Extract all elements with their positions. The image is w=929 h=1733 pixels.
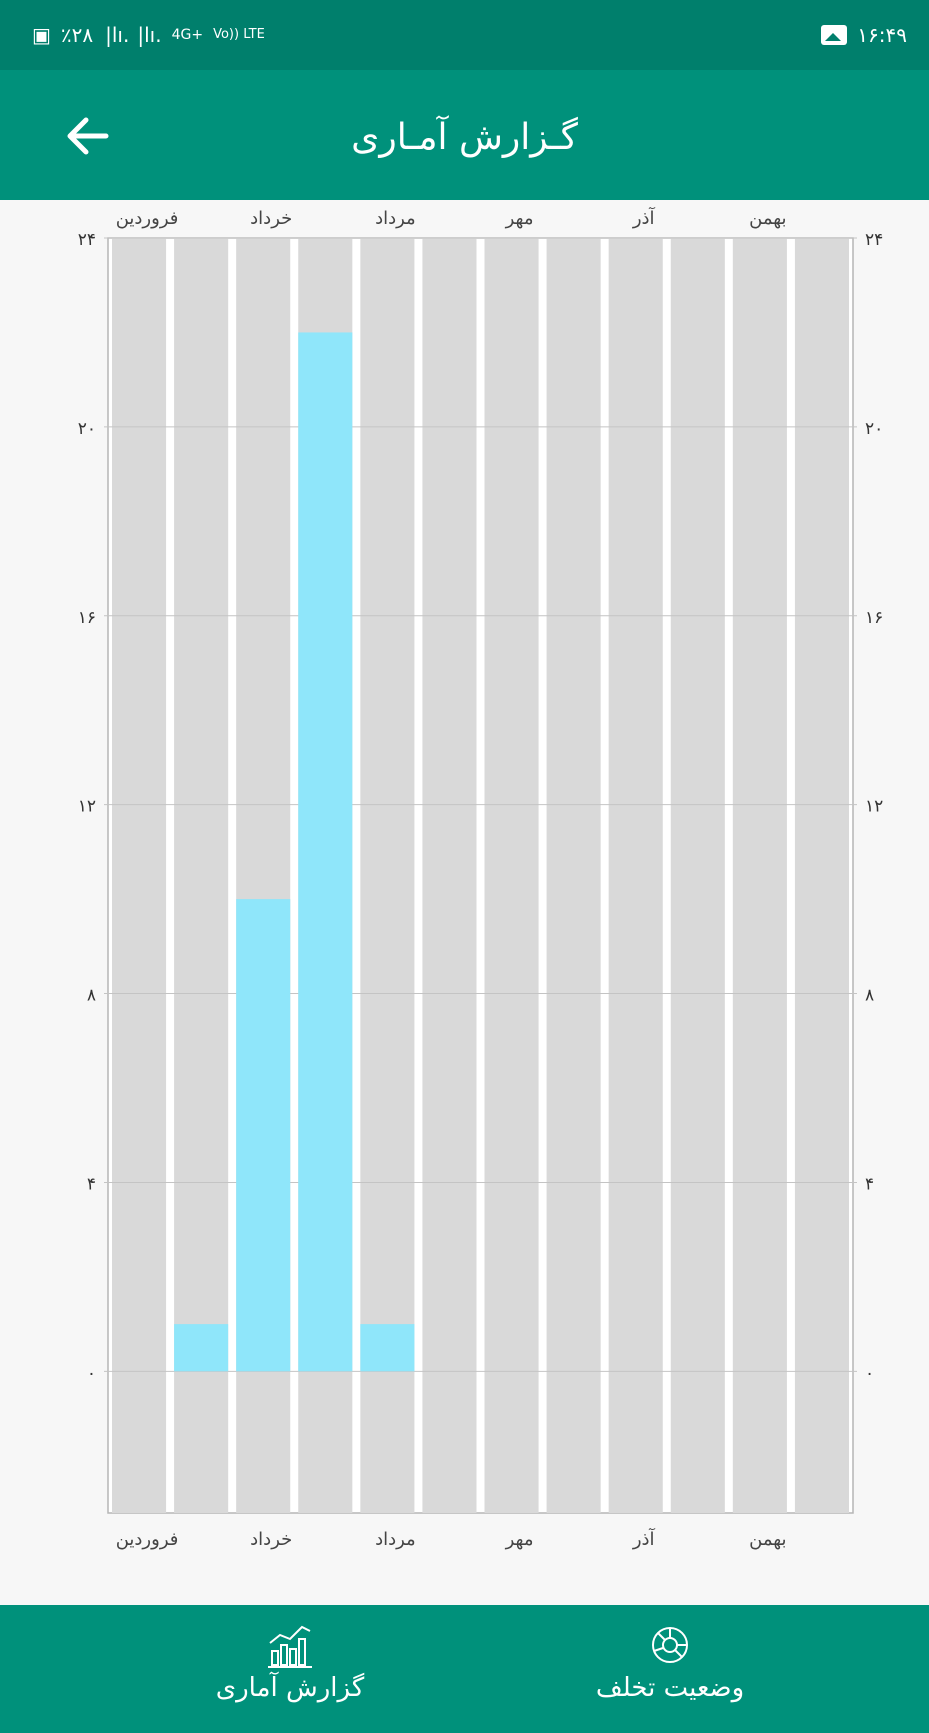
gallery-icon — [821, 25, 848, 45]
page-title: گـزارش آمـاری — [351, 117, 578, 158]
chart-area: ۰ ۰ ۴ ۴ ۸ ۸ ۱۲ ۱۲ ۱۶ ۱۶ ۲۰ ۲۰ ۲۴ ۲۴ فروردین فروردین خردا… — [0, 200, 929, 1605]
nav-item-label: گزارش آماری — [215, 1673, 365, 1703]
column-background — [546, 238, 601, 1513]
sim-icon: ▣ — [32, 23, 51, 47]
bar-chart-icon — [268, 1625, 312, 1668]
back-button[interactable] — [58, 106, 118, 166]
y-tick-label: ۰ — [865, 1363, 874, 1383]
app-bar: گـزارش آمـاری — [0, 70, 929, 200]
volte-indicator: Vo)) LTE — [213, 27, 265, 42]
y-tick-label: ۱۶ — [78, 608, 96, 628]
plot-area — [107, 237, 854, 1514]
bar — [174, 1324, 229, 1372]
x-tick-label: مرداد — [375, 1529, 416, 1550]
column-background — [112, 238, 167, 1513]
status-right: ۱۶:۴۹ — [821, 0, 907, 70]
y-tick-label: ۱۲ — [78, 797, 96, 817]
x-tick-label: آذر — [632, 1527, 656, 1550]
y-tick-label: ۲۰ — [78, 419, 96, 439]
y-tick-label: ۴ — [865, 1174, 874, 1194]
x-tick-label: مرداد — [375, 208, 416, 229]
x-tick-label: مهر — [505, 208, 534, 229]
signal-strength-1: |lı. — [105, 23, 130, 47]
bottom-nav: گزارش آماری وضعیت تخلف — [0, 1605, 929, 1733]
column-background — [732, 238, 787, 1513]
column-background — [174, 238, 229, 1513]
column-background — [608, 238, 663, 1513]
column-background — [794, 238, 849, 1513]
y-tick-label: ۲۴ — [78, 230, 96, 250]
battery-level: ٪۲۸ — [60, 23, 94, 47]
x-tick-label: فروردین — [116, 208, 179, 229]
y-tick-label: ۴ — [87, 1174, 96, 1194]
status-left: ▣ ٪۲۸ |lı. |lı. 4G+ Vo)) LTE — [32, 0, 265, 70]
status-time: ۱۶:۴۹ — [857, 23, 907, 47]
column-background — [422, 238, 477, 1513]
status-bar: ▣ ٪۲۸ |lı. |lı. 4G+ Vo)) LTE ۱۶:۴۹ — [0, 0, 929, 70]
bar — [298, 332, 353, 1372]
y-tick-label: ۰ — [87, 1363, 96, 1383]
x-tick-label: خرداد — [250, 1529, 292, 1550]
y-tick-label: ۸ — [865, 986, 874, 1006]
bar — [360, 1324, 415, 1372]
x-tick-label: فروردین — [116, 1529, 179, 1550]
nav-item-statistical-report[interactable]: گزارش آماری — [140, 1605, 440, 1733]
pie-chart-icon — [652, 1627, 688, 1663]
nav-item-label: وضعیت تخلف — [595, 1673, 745, 1703]
x-tick-label: بهمن — [749, 1529, 786, 1550]
y-tick-label: ۱۶ — [865, 608, 883, 628]
column-background — [484, 238, 539, 1513]
x-tick-label: خرداد — [250, 208, 292, 229]
y-tick-label: ۲۰ — [865, 419, 883, 439]
signal-strength-2: |lı. — [137, 23, 162, 47]
x-tick-label: آذر — [632, 206, 656, 229]
bar — [236, 899, 291, 1372]
network-type: 4G+ — [171, 27, 204, 43]
y-tick-label: ۸ — [87, 986, 96, 1006]
y-tick-label: ۲۴ — [865, 230, 883, 250]
column-background — [670, 238, 725, 1513]
x-tick-label: بهمن — [749, 208, 786, 229]
column-background — [360, 238, 415, 1513]
y-tick-label: ۱۲ — [865, 797, 883, 817]
x-tick-label: مهر — [505, 1529, 534, 1550]
arrow-left-icon — [67, 117, 109, 155]
monthly-bar-chart: ۰ ۰ ۴ ۴ ۸ ۸ ۱۲ ۱۲ ۱۶ ۱۶ ۲۰ ۲۰ ۲۴ ۲۴ فروردین فروردین خردا… — [78, 206, 884, 1550]
nav-item-violation-status[interactable]: وضعیت تخلف — [520, 1605, 820, 1733]
